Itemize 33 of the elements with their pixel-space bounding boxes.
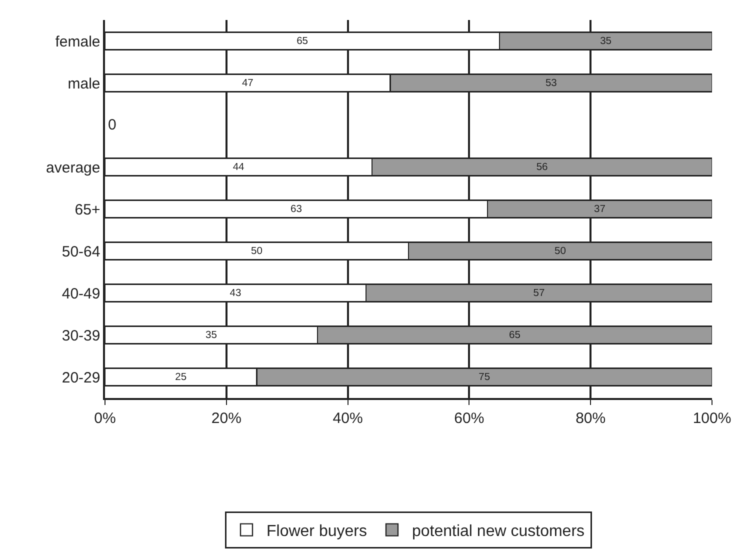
legend-label: Flower buyers <box>266 523 367 540</box>
x-tick-label: 80% <box>576 410 606 427</box>
data-label: 65 <box>296 36 308 48</box>
x-tick-label: 40% <box>332 410 363 427</box>
x-tick-label: 20% <box>211 410 242 427</box>
y-tick-label: 65+ <box>74 201 100 218</box>
data-label: 35 <box>600 36 612 48</box>
data-label: 47 <box>242 78 254 90</box>
y-tick-label: 30-39 <box>62 327 100 344</box>
y-tick-label: female <box>55 33 100 50</box>
data-label: 44 <box>232 162 245 174</box>
data-label: 57 <box>533 288 546 300</box>
data-label: 50 <box>251 246 263 258</box>
y-tick-label: average <box>46 159 100 176</box>
x-tick-label: 60% <box>454 410 484 427</box>
data-label: 35 <box>206 330 218 342</box>
data-label: 53 <box>545 78 558 90</box>
legend-label: potential new customers <box>412 523 585 540</box>
y-tick-label: 50-64 <box>62 243 100 260</box>
data-label: 0 <box>108 116 116 134</box>
data-label: 75 <box>478 372 490 384</box>
data-label: 65 <box>509 330 521 342</box>
y-tick-label: 40-49 <box>62 285 100 302</box>
data-label: 63 <box>290 204 302 216</box>
data-label: 50 <box>554 246 566 258</box>
data-label: 43 <box>230 288 242 300</box>
x-tick-label: 0% <box>94 410 116 427</box>
data-label: 37 <box>594 204 606 216</box>
data-label: 25 <box>175 372 187 384</box>
data-label: 56 <box>536 162 548 174</box>
y-tick-label: male <box>68 75 100 92</box>
x-tick-label: 100% <box>692 410 732 427</box>
y-tick-label: 20-29 <box>62 369 100 386</box>
